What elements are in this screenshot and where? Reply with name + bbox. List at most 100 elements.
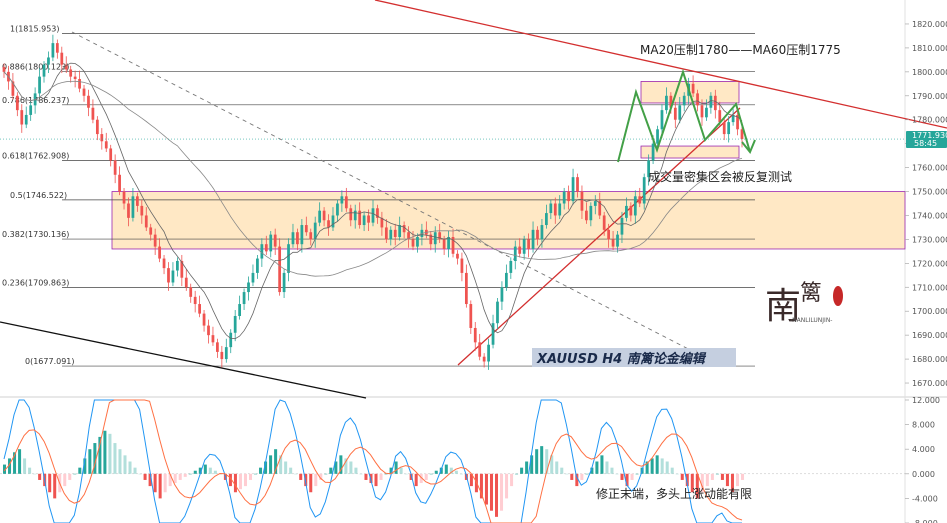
candle-body[interactable] — [540, 225, 544, 240]
candle-body[interactable] — [269, 234, 273, 252]
candle-body[interactable] — [429, 234, 433, 245]
candle-body[interactable] — [558, 203, 562, 216]
candle-body[interactable] — [438, 232, 442, 240]
candle-body[interactable] — [647, 160, 651, 178]
candle-body[interactable] — [611, 239, 615, 247]
candle-body[interactable] — [135, 196, 139, 206]
candle-body[interactable] — [376, 208, 379, 218]
candle-body[interactable] — [171, 270, 175, 283]
candle-body[interactable] — [91, 107, 95, 120]
candle-body[interactable] — [122, 191, 126, 204]
candle-body[interactable] — [180, 260, 184, 278]
candle-body[interactable] — [229, 332, 233, 348]
candle-body[interactable] — [2, 67, 6, 72]
candle-body[interactable] — [598, 201, 602, 216]
candle-body[interactable] — [51, 43, 55, 58]
candle-body[interactable] — [380, 217, 384, 228]
candle-body[interactable] — [340, 196, 344, 204]
candle-body[interactable] — [327, 220, 330, 228]
candle-body[interactable] — [682, 95, 686, 106]
candle-body[interactable] — [233, 316, 237, 333]
candle-body[interactable] — [78, 79, 81, 89]
candle-body[interactable] — [451, 237, 455, 254]
candle-body[interactable] — [69, 69, 73, 77]
candle-body[interactable] — [722, 122, 726, 135]
candle-body[interactable] — [167, 268, 170, 283]
candle-body[interactable] — [731, 114, 735, 123]
candle-body[interactable] — [247, 282, 250, 293]
candle-body[interactable] — [371, 208, 375, 223]
candle-body[interactable] — [73, 76, 77, 80]
candle-body[interactable] — [673, 107, 677, 120]
candle-body[interactable] — [669, 95, 673, 108]
candle-body[interactable] — [616, 234, 619, 247]
candle-body[interactable] — [464, 272, 468, 305]
candle-body[interactable] — [700, 105, 704, 118]
candle-body[interactable] — [304, 225, 308, 233]
candle-body[interactable] — [482, 356, 486, 362]
candle-body[interactable] — [651, 143, 655, 161]
candle-body[interactable] — [309, 232, 313, 240]
candle-body[interactable] — [331, 215, 335, 228]
candle-body[interactable] — [705, 107, 708, 118]
candle-body[interactable] — [620, 217, 624, 235]
candle-body[interactable] — [158, 246, 161, 259]
candle-body[interactable] — [442, 239, 446, 249]
candle-body[interactable] — [469, 304, 473, 328]
candle-body[interactable] — [344, 196, 348, 209]
candle-body[interactable] — [709, 95, 713, 108]
candle-body[interactable] — [20, 110, 24, 125]
candle-body[interactable] — [353, 210, 357, 221]
candle-body[interactable] — [318, 210, 322, 223]
candle-body[interactable] — [536, 229, 539, 240]
candle-body[interactable] — [607, 229, 611, 240]
candle-body[interactable] — [144, 215, 148, 228]
candle-body[interactable] — [522, 239, 526, 254]
candle-body[interactable] — [47, 57, 50, 65]
candle-body[interactable] — [238, 304, 242, 317]
candle-body[interactable] — [153, 234, 157, 247]
candle-body[interactable] — [513, 246, 517, 261]
candle-body[interactable] — [625, 205, 628, 218]
candle-body[interactable] — [660, 110, 664, 130]
candle-body[interactable] — [545, 213, 548, 226]
candle-body[interactable] — [313, 222, 317, 240]
candle-body[interactable] — [336, 203, 339, 216]
candle-body[interactable] — [211, 335, 215, 343]
candle-body[interactable] — [509, 260, 513, 273]
candle-body[interactable] — [42, 64, 46, 77]
candle-body[interactable] — [460, 258, 464, 273]
candle-body[interactable] — [393, 229, 397, 238]
candle-body[interactable] — [149, 227, 153, 235]
candle-body[interactable] — [553, 203, 557, 216]
candle-body[interactable] — [127, 203, 130, 218]
candle-body[interactable] — [727, 122, 731, 135]
candle-body[interactable] — [193, 296, 197, 305]
candle-body[interactable] — [713, 95, 717, 111]
candle-body[interactable] — [416, 237, 419, 247]
candle-body[interactable] — [38, 76, 41, 94]
candle-body[interactable] — [549, 203, 553, 214]
candle-body[interactable] — [576, 177, 579, 192]
candle-body[interactable] — [740, 129, 744, 140]
candle-body[interactable] — [367, 215, 370, 223]
candle-body[interactable] — [571, 177, 575, 202]
candle-body[interactable] — [264, 244, 268, 252]
candle-body[interactable] — [389, 229, 393, 240]
candle-body[interactable] — [496, 301, 499, 324]
candle-body[interactable] — [567, 191, 570, 202]
candle-body[interactable] — [402, 225, 406, 233]
candle-body[interactable] — [593, 201, 597, 206]
candle-body[interactable] — [473, 327, 477, 343]
candle-body[interactable] — [207, 325, 210, 336]
candle-body[interactable] — [260, 244, 264, 259]
candle-body[interactable] — [398, 225, 402, 238]
candle-body[interactable] — [638, 196, 642, 204]
candle-body[interactable] — [718, 110, 722, 123]
candle-body[interactable] — [87, 95, 90, 108]
candle-body[interactable] — [633, 196, 637, 216]
candle-body[interactable] — [118, 174, 121, 192]
candle-body[interactable] — [411, 239, 415, 247]
candle-body[interactable] — [487, 344, 490, 362]
candle-body[interactable] — [589, 205, 593, 221]
